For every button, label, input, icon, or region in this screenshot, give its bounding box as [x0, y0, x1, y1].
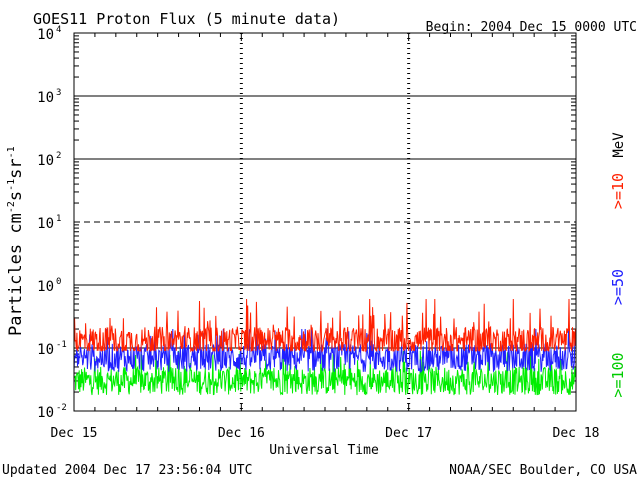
series-layer — [73, 298, 577, 396]
y-tick-label: 10 — [37, 279, 54, 295]
y-tick-label: 10 — [37, 405, 54, 421]
y-axis-label-exp3: -1 — [6, 146, 17, 158]
y-tick-exponent: 1 — [56, 214, 61, 224]
y-tick-label: 10 — [37, 216, 54, 232]
y-tick-label: 10 — [37, 90, 54, 106]
y-tick-label: 10 — [37, 153, 54, 169]
chart-title: GOES11 Proton Flux (5 minute data) — [33, 10, 340, 28]
x-tick-labels: Dec 15 Dec 16 Dec 17 Dec 18 — [51, 426, 600, 441]
x-tick-label: Dec 16 — [218, 426, 265, 441]
y-axis-label-exp2: -1 — [6, 179, 17, 191]
y-tick-exponent: 4 — [56, 25, 61, 35]
y-axis-label-main: Particles cm — [6, 213, 26, 336]
y-tick-exponent: -1 — [56, 340, 67, 350]
legend-series-ge50: >=50 — [609, 269, 627, 305]
source-label: NOAA/SEC Boulder, CO USA — [449, 463, 637, 478]
y-tick-label: 10 — [37, 342, 54, 358]
y-tick-exponent: -2 — [56, 403, 67, 413]
series-line-10 — [73, 298, 577, 353]
y-tick-label: 10 — [37, 27, 54, 43]
series-line-100 — [73, 350, 577, 396]
y-tick-exponent: 2 — [56, 151, 61, 161]
y-axis-label-sr: sr — [6, 158, 26, 178]
updated-label: Updated 2004 Dec 17 23:56:04 UTC — [2, 463, 252, 478]
y-axis-label-exp1: -2 — [6, 201, 17, 213]
x-axis-label: Universal Time — [269, 443, 379, 458]
y-tick-exponent: 3 — [56, 88, 61, 98]
legend-series-ge100: >=100 — [609, 352, 627, 397]
x-tick-label: Dec 17 — [385, 426, 432, 441]
y-axis-label: Particles cm-2s-1sr-1 — [6, 146, 26, 336]
x-tick-label: Dec 15 — [51, 426, 98, 441]
legend-unit-mev: MeV — [611, 132, 627, 158]
y-axis-label-s: s — [6, 191, 26, 201]
y-tick-exponent: 0 — [56, 277, 61, 287]
legend-series-ge10: >=10 — [609, 173, 627, 209]
x-tick-label: Dec 18 — [553, 426, 600, 441]
plot-frame — [73, 32, 577, 412]
begin-label: Begin: 2004 Dec 15 0000 UTC — [426, 20, 637, 35]
